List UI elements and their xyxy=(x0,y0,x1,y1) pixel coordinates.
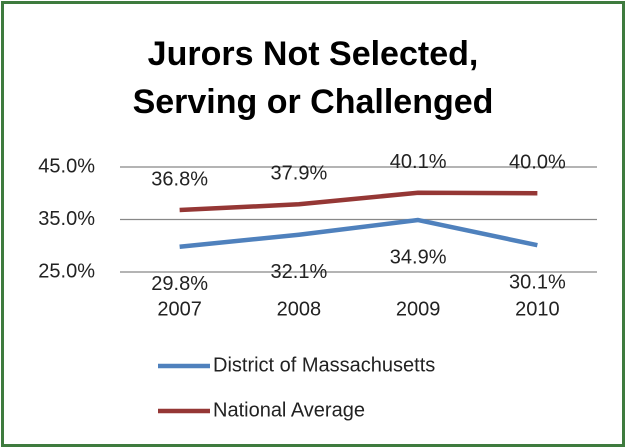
data-label: 36.8% xyxy=(151,168,208,190)
data-label: 32.1% xyxy=(271,261,328,283)
data-label: 30.1% xyxy=(509,272,566,294)
series-line xyxy=(179,217,538,250)
data-label: 40.1% xyxy=(390,151,447,173)
x-tick-label: 2009 xyxy=(396,298,441,320)
legend-label: District of Massachusetts xyxy=(213,354,435,376)
y-tick-label: 35.0% xyxy=(38,208,95,230)
x-tick-label: 2010 xyxy=(515,298,560,320)
data-label: 34.9% xyxy=(390,246,447,268)
series-line xyxy=(179,190,538,213)
data-label: 37.9% xyxy=(271,163,328,185)
data-label: 29.8% xyxy=(151,273,208,295)
legend-label: National Average xyxy=(213,399,365,421)
y-tick-label: 45.0% xyxy=(38,155,95,177)
x-tick-label: 2007 xyxy=(157,298,202,320)
x-tick-label: 2008 xyxy=(277,298,322,320)
chart-title: Jurors Not Selected, Serving or Challeng… xyxy=(132,35,494,121)
y-tick-label: 25.0% xyxy=(38,260,95,282)
data-label: 40.0% xyxy=(509,152,566,174)
